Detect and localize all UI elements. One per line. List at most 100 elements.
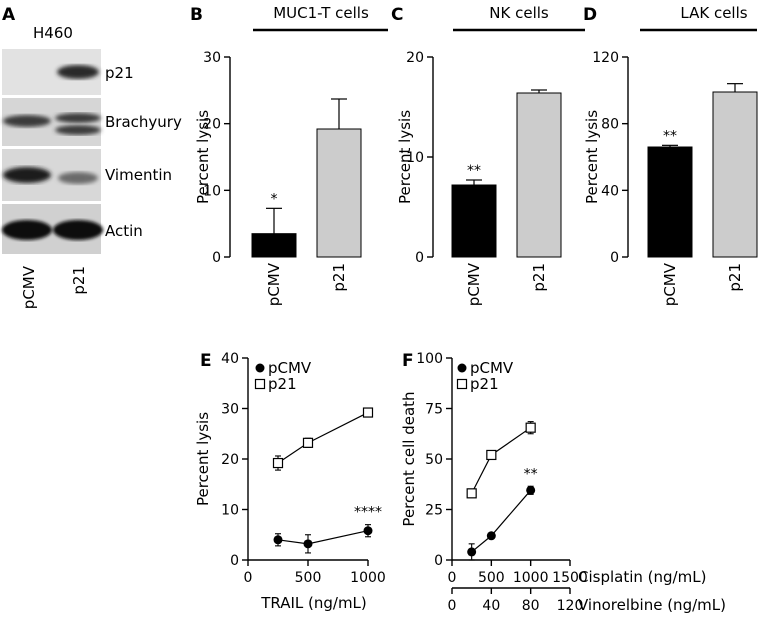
blot-strip-p21 (2, 49, 101, 95)
marker-pcmv (486, 531, 496, 541)
marker-pcmv (303, 539, 313, 549)
blot-band (58, 172, 98, 184)
blot-band (3, 115, 51, 127)
x-tick-label: 1500 (552, 570, 588, 586)
y-tick-label: 50 (425, 452, 443, 468)
marker-pcmv (457, 363, 467, 373)
y-tick-label: 30 (221, 402, 239, 418)
x-tick-label: 0 (244, 570, 253, 586)
blot-band (55, 125, 101, 135)
series-pcmv (467, 485, 536, 561)
series-p21 (466, 421, 536, 499)
panel-label-d: D (583, 5, 597, 25)
y-tick-label: 100 (416, 351, 443, 367)
y-axis-label: Percent cell death (400, 391, 418, 526)
panel-label-a: A (2, 5, 16, 25)
bar-p21 (316, 128, 362, 258)
legend-label: p21 (470, 375, 499, 393)
y-tick-label: 20 (221, 452, 239, 468)
y-tick-label: 10 (406, 150, 424, 166)
x2-axis-label: Vinorelbine (ng/mL) (578, 596, 726, 614)
bar-chart-b: MUC1-T cells 0 10 20 30 Percent lysis * pCMV p21 (194, 4, 388, 306)
blot-lane-label: p21 (70, 266, 88, 295)
blot-band (55, 113, 101, 123)
y-tick-label: 10 (203, 183, 221, 199)
series-line (471, 427, 532, 494)
marker-p21 (466, 488, 477, 499)
x2-tick-label: 120 (557, 598, 584, 614)
blot-band-label: p21 (105, 64, 134, 82)
blot-band (3, 167, 51, 183)
marker-pcmv (255, 363, 265, 373)
x-category-label: p21 (330, 263, 348, 292)
y-tick-label: 10 (221, 503, 239, 519)
y-tick-label: 20 (406, 50, 424, 66)
chart-title: NK cells (489, 4, 549, 22)
panel-label-c: C (391, 5, 403, 25)
x-tick-label: 1000 (513, 570, 549, 586)
marker-pcmv (363, 526, 373, 536)
x-tick-label: 1000 (350, 570, 386, 586)
series-pcmv (273, 524, 373, 554)
legend-label: pCMV (268, 359, 312, 377)
y-tick-label: 120 (592, 50, 619, 66)
blot-cell-line: H460 (33, 24, 73, 42)
y-axis-label: Percent lysis (194, 110, 212, 204)
y-tick-label: 40 (221, 351, 239, 367)
blot-lane-label: pCMV (20, 265, 38, 309)
y-tick-label: 30 (203, 50, 221, 66)
marker-p21 (302, 437, 314, 448)
series-line (277, 412, 369, 464)
y-tick-label: 80 (601, 117, 619, 133)
bar-pcmv (647, 146, 693, 258)
x2-tick-label: 0 (448, 598, 457, 614)
western-blot: H460 p21 Brachyury Vimentin Actin pCMV p… (2, 24, 182, 309)
blot-band (2, 220, 52, 240)
x-category-label: p21 (530, 263, 548, 292)
y-tick-label: 20 (203, 117, 221, 133)
y-tick-label: 0 (230, 553, 239, 569)
series-line (471, 489, 532, 553)
chart-title: MUC1-T cells (273, 4, 369, 22)
bar-p21 (516, 92, 562, 258)
x-tick-label: 500 (478, 570, 505, 586)
marker-pcmv (273, 535, 283, 545)
bar-p21 (712, 91, 758, 258)
blot-band (53, 220, 103, 240)
blot-band (57, 65, 99, 79)
blot-strip-vimentin (2, 149, 101, 201)
panel-label-e: E (200, 351, 212, 371)
marker-p21 (525, 422, 536, 433)
y-tick-label: 0 (415, 250, 424, 266)
legend-label: pCMV (470, 359, 514, 377)
blot-band-label: Vimentin (105, 166, 172, 184)
line-chart-e: 0 10 20 30 40 0 500 1000 Percent lysis TRAIL (ng/… (194, 351, 386, 612)
significance-marker: **** (354, 505, 382, 521)
x-axis-label: TRAIL (ng/mL) (260, 594, 367, 612)
panel-label-b: B (190, 5, 203, 25)
bar-chart-d: LAK cells 0 40 80 120 Percent lysis ** pCMV p21 (583, 4, 758, 306)
marker-p21 (456, 378, 468, 390)
y-axis-label: Percent lysis (194, 412, 212, 506)
blot-strip-actin (2, 204, 103, 254)
series-line (277, 530, 369, 545)
significance-marker: * (271, 191, 278, 207)
y-tick-label: 0 (212, 250, 221, 266)
x-category-label: p21 (726, 263, 744, 292)
x-tick-label: 500 (295, 570, 322, 586)
marker-p21 (272, 457, 284, 469)
significance-marker: ** (524, 466, 538, 482)
panel-label-f: F (402, 351, 414, 371)
marker-p21 (254, 378, 266, 390)
blot-strip-brachyury (2, 98, 101, 146)
blot-band-label: Actin (105, 222, 143, 240)
y-axis-label: Percent lysis (583, 110, 601, 204)
y-tick-label: 0 (610, 250, 619, 266)
y-tick-label: 40 (601, 183, 619, 199)
bar-pcmv (451, 184, 497, 258)
